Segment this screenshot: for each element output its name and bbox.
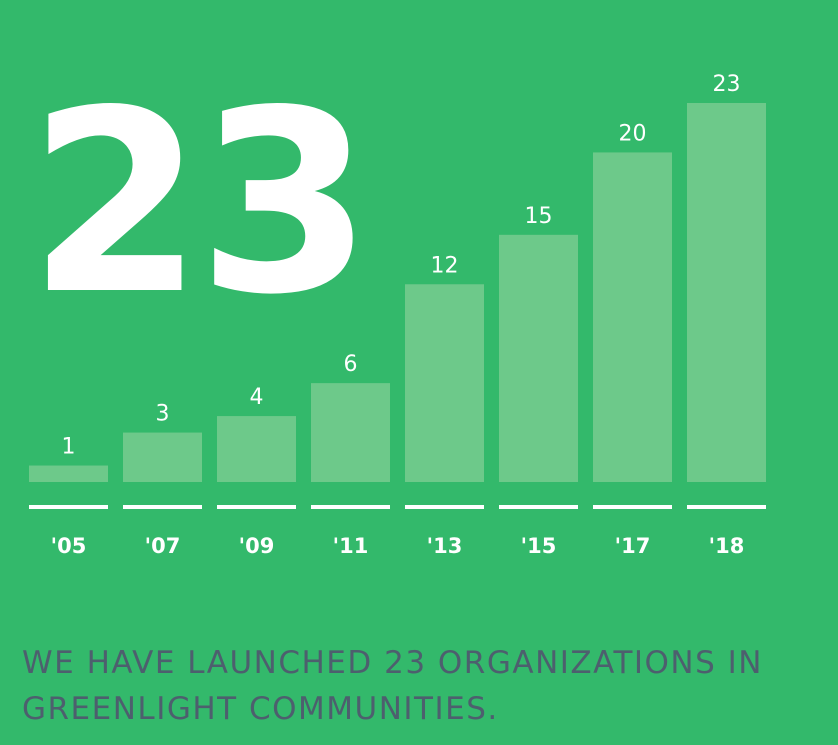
bar <box>499 234 578 482</box>
bar-value-label: 3 <box>156 402 170 427</box>
baseline-segment <box>687 505 766 509</box>
bar-value-label: 15 <box>525 204 553 229</box>
category-label: '09 <box>239 534 275 558</box>
baseline-segment <box>593 505 672 509</box>
baseline-segment <box>217 505 296 509</box>
bar-value-label: 4 <box>250 385 264 410</box>
category-label: '17 <box>615 534 651 558</box>
category-label: '18 <box>709 534 745 558</box>
baseline-segment <box>123 505 202 509</box>
category-label: '15 <box>521 534 557 558</box>
bar-value-label: 12 <box>431 253 459 278</box>
bar-chart: 1 '05 3 '07 4 '09 6 '11 12 '13 15 '15 20 '17 23 '18 <box>29 72 766 558</box>
bar-value-label: 6 <box>344 352 358 377</box>
bar <box>29 465 108 482</box>
headline-number: 23 <box>28 57 373 350</box>
bar <box>217 416 296 482</box>
caption-text: WE HAVE LAUNCHED 23 ORGANIZATIONS IN GRE… <box>22 645 763 727</box>
category-label: '11 <box>333 534 369 558</box>
category-label: '13 <box>427 534 463 558</box>
bar-value-label: 20 <box>619 121 647 146</box>
baseline-segment <box>311 505 390 509</box>
bar <box>123 432 202 482</box>
category-label: '05 <box>51 534 87 558</box>
baseline-segment <box>499 505 578 509</box>
bar <box>687 103 766 482</box>
baseline-segment <box>29 505 108 509</box>
bar <box>405 284 484 482</box>
baseline-segment <box>405 505 484 509</box>
category-label: '07 <box>145 534 181 558</box>
bar <box>593 152 672 482</box>
bar-value-label: 1 <box>62 435 76 460</box>
bar <box>311 383 390 482</box>
bar-value-label: 23 <box>713 72 741 97</box>
